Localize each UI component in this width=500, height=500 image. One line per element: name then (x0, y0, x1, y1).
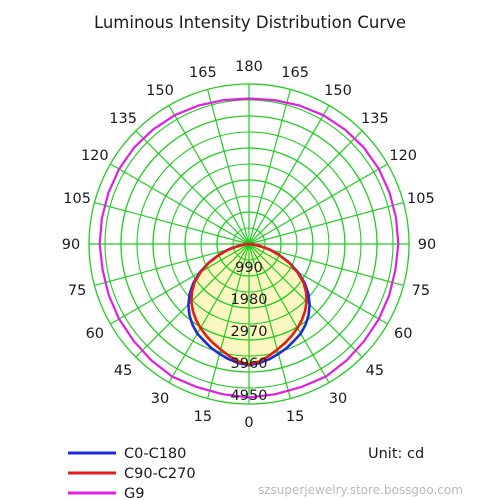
angle-label-left-105: 105 (63, 191, 91, 207)
radial-label-4950: 4950 (231, 388, 268, 404)
angle-label-left-45: 45 (114, 363, 132, 379)
angle-label-left-135: 135 (109, 111, 137, 127)
legend: C0-C180 C90-C270 G9 (68, 446, 196, 500)
grid-spoke-285 (94, 243, 250, 286)
radial-label-990: 990 (235, 260, 263, 276)
angle-label-left-165: 165 (189, 65, 217, 81)
angle-label-right-135: 135 (361, 111, 389, 127)
grid-spoke-15 (248, 243, 291, 399)
legend-label-g9: G9 (124, 486, 144, 500)
grid-spoke-120 (248, 163, 388, 245)
series-line-c90-c270 (190, 242, 308, 366)
angle-label-right-120: 120 (389, 148, 417, 164)
angle-label-left-60: 60 (86, 326, 104, 342)
angle-label-right-0: 0 (244, 415, 253, 431)
legend-label-c90-c270: C90-C270 (124, 466, 196, 482)
grid-spoke-105 (248, 202, 404, 245)
grid-spoke-195 (207, 89, 250, 245)
angle-label-right-45: 45 (366, 363, 384, 379)
angle-label-left-30: 30 (151, 391, 169, 407)
angle-label-left-75: 75 (68, 283, 86, 299)
angle-label-left-120: 120 (81, 148, 109, 164)
angle-label-left-150: 150 (146, 83, 174, 99)
angle-label-right-75: 75 (412, 283, 430, 299)
grid-spoke-300 (110, 243, 250, 325)
unit-label: Unit: cd (368, 446, 424, 462)
radial-labels: 990 1980 2970 3960 4950 (231, 260, 268, 404)
chart-title: Luminous Intensity Distribution Curve (94, 13, 406, 32)
series-line-g9 (98, 97, 400, 399)
legend-label-c0-c180: C0-C180 (124, 446, 186, 462)
grid-spoke-150 (248, 105, 330, 245)
grid-spoke-75 (248, 243, 404, 286)
grid-spoke-165 (248, 89, 291, 245)
angle-label-right-165: 165 (281, 65, 309, 81)
grid-spoke-330 (168, 243, 250, 383)
series-layer (98, 97, 400, 399)
angle-label-left-15: 15 (194, 409, 212, 425)
grid-spoke-60 (248, 243, 388, 325)
radial-label-3960: 3960 (231, 356, 268, 372)
angle-labels: 180 1651501351201059075604530150165150135… (62, 59, 436, 431)
radial-label-2970: 2970 (231, 324, 268, 340)
grid-spoke-255 (94, 202, 250, 245)
polar-grid (88, 83, 410, 405)
grid-spoke-345 (207, 243, 250, 399)
angle-label-right-90: 90 (418, 237, 436, 253)
angle-label-right-60: 60 (394, 326, 412, 342)
angle-label-right-15: 15 (286, 409, 304, 425)
angle-label-right-30: 30 (329, 391, 347, 407)
grid-spoke-135 (248, 130, 363, 245)
grid-spoke-210 (168, 105, 250, 245)
angle-label-left-90: 90 (62, 237, 80, 253)
grid-spoke-225 (135, 130, 250, 245)
angle-label-right-105: 105 (407, 191, 435, 207)
angle-label-right-150: 150 (324, 83, 352, 99)
radial-label-1980: 1980 (231, 292, 268, 308)
watermark: szsuperjewelry.store.bossgoo.com (258, 483, 463, 497)
angle-label-right-180: 180 (235, 59, 263, 75)
grid-spoke-30 (248, 243, 330, 383)
grid-spoke-240 (110, 163, 250, 245)
